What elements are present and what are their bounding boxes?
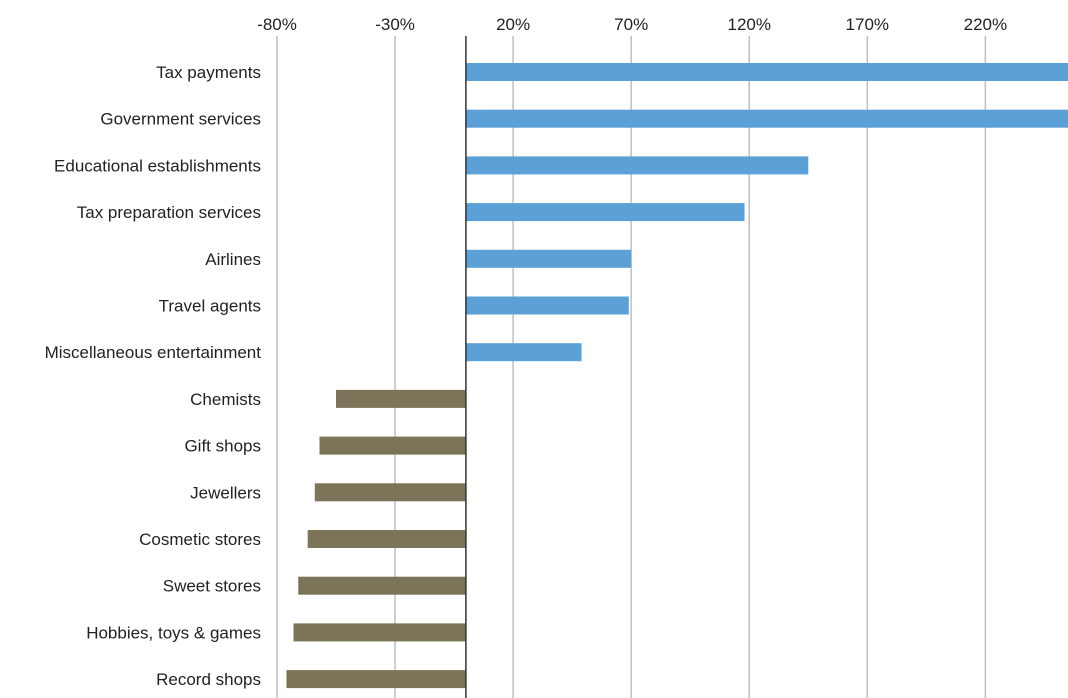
bar	[465, 203, 745, 222]
category-label: Chemists	[190, 390, 261, 409]
x-tick-label: 70%	[614, 15, 648, 34]
bar	[293, 623, 466, 642]
bar	[465, 343, 582, 362]
bar	[465, 156, 809, 175]
x-tick-label: 20%	[496, 15, 530, 34]
category-labels: Tax payments Government services Education…	[45, 63, 262, 689]
x-tick-label: -80%	[257, 15, 297, 34]
bar	[465, 249, 632, 268]
bar	[314, 483, 466, 502]
category-label: Jewellers	[190, 483, 261, 502]
category-label: Tax preparation services	[77, 203, 261, 222]
category-label: Record shops	[156, 670, 261, 689]
category-label: Hobbies, toys & games	[86, 623, 261, 642]
x-tick-labels: -80% -30% 20% 70% 120% 170% 220%	[257, 15, 1007, 34]
bar	[465, 109, 1068, 128]
category-label: Government services	[100, 110, 261, 129]
category-label: Miscellaneous entertainment	[45, 343, 262, 362]
bar	[319, 436, 466, 455]
category-label: Travel agents	[159, 297, 261, 316]
bar	[286, 670, 466, 689]
x-tick-label: 220%	[964, 15, 1007, 34]
category-label: Tax payments	[156, 63, 261, 82]
x-tick-label: -30%	[375, 15, 415, 34]
category-label: Cosmetic stores	[139, 530, 261, 549]
bar	[307, 530, 466, 548]
bar	[298, 576, 466, 595]
category-label: Airlines	[205, 250, 261, 269]
bar	[465, 63, 1068, 81]
category-label: Sweet stores	[163, 577, 261, 596]
category-label: Educational establishments	[54, 156, 261, 175]
x-tick-label: 170%	[846, 15, 889, 34]
category-label: Gift shops	[184, 437, 261, 456]
x-tick-label: 120%	[727, 15, 770, 34]
bar	[465, 296, 629, 315]
bars	[286, 63, 1068, 689]
gridlines	[276, 36, 987, 698]
bar	[336, 389, 466, 408]
